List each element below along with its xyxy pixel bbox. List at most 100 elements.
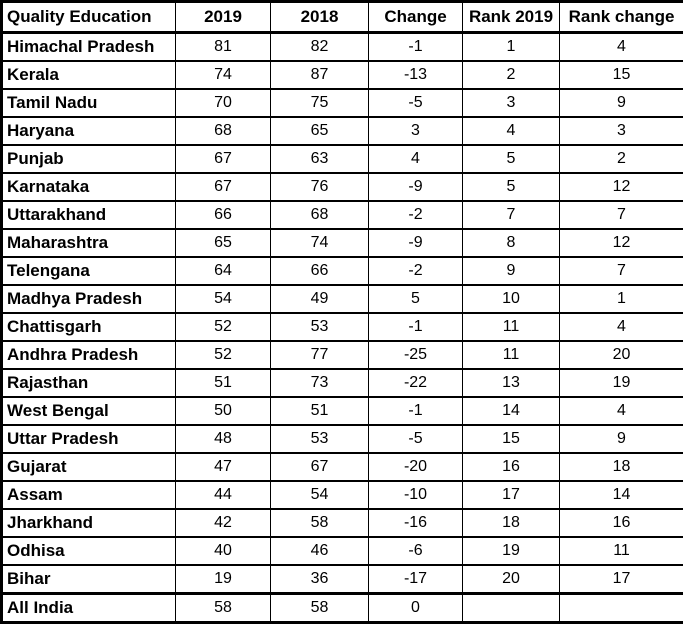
change-cell: 4 — [368, 144, 463, 174]
rank-2019-cell: 3 — [462, 88, 560, 118]
change-cell: -13 — [368, 60, 463, 90]
table-row: Madhya Pradesh 54 49 5 10 1 — [1, 284, 683, 314]
table-header: Quality Education 2019 2018 Change Rank … — [1, 0, 683, 34]
state-name-cell: Bihar — [1, 564, 176, 595]
state-name-cell: Tamil Nadu — [1, 88, 176, 118]
rank-change-cell: 3 — [559, 116, 683, 146]
change-cell: -5 — [368, 424, 463, 454]
rank-change-cell: 16 — [559, 508, 683, 538]
rank-change-cell: 9 — [559, 424, 683, 454]
table-row: Punjab 67 63 4 5 2 — [1, 144, 683, 174]
rank-change-cell — [559, 592, 683, 624]
state-name-cell: Uttar Pradesh — [1, 424, 176, 454]
score-2018-cell: 58 — [270, 508, 369, 538]
rank-2019-cell: 1 — [462, 31, 560, 62]
table-row: Gujarat 47 67 -20 16 18 — [1, 452, 683, 482]
rank-change-cell: 19 — [559, 368, 683, 398]
score-2018-cell: 36 — [270, 564, 369, 595]
change-cell: -1 — [368, 31, 463, 62]
score-2019-cell: 40 — [175, 536, 271, 566]
rank-2019-cell: 17 — [462, 480, 560, 510]
column-header-rank-2019: Rank 2019 — [462, 0, 560, 34]
score-2019-cell: 64 — [175, 256, 271, 286]
rank-2019-cell: 13 — [462, 368, 560, 398]
score-2018-cell: 66 — [270, 256, 369, 286]
rank-2019-cell: 7 — [462, 200, 560, 230]
table-row: Maharashtra 65 74 -9 8 12 — [1, 228, 683, 258]
rank-change-cell: 17 — [559, 564, 683, 595]
change-cell: -17 — [368, 564, 463, 595]
score-2018-cell: 54 — [270, 480, 369, 510]
table-row: Chattisgarh 52 53 -1 11 4 — [1, 312, 683, 342]
table-row: West Bengal 50 51 -1 14 4 — [1, 396, 683, 426]
change-cell: -9 — [368, 228, 463, 258]
state-name-cell: Kerala — [1, 60, 176, 90]
change-cell: -6 — [368, 536, 463, 566]
change-cell: -2 — [368, 256, 463, 286]
table-row: Bihar 19 36 -17 20 17 — [1, 564, 683, 595]
rank-change-cell: 4 — [559, 312, 683, 342]
table-row: All India 58 58 0 — [1, 592, 683, 624]
score-2019-cell: 19 — [175, 564, 271, 595]
rank-2019-cell: 14 — [462, 396, 560, 426]
rank-2019-cell: 18 — [462, 508, 560, 538]
table-row: Assam 44 54 -10 17 14 — [1, 480, 683, 510]
rank-change-cell: 4 — [559, 396, 683, 426]
score-2019-cell: 58 — [175, 592, 271, 624]
score-2019-cell: 51 — [175, 368, 271, 398]
change-cell: -10 — [368, 480, 463, 510]
change-cell: 0 — [368, 592, 463, 624]
rank-2019-cell: 9 — [462, 256, 560, 286]
change-cell: -1 — [368, 396, 463, 426]
rank-change-cell: 4 — [559, 31, 683, 62]
table-row: Karnataka 67 76 -9 5 12 — [1, 172, 683, 202]
table-row: Kerala 74 87 -13 2 15 — [1, 60, 683, 90]
score-2019-cell: 67 — [175, 144, 271, 174]
score-2019-cell: 42 — [175, 508, 271, 538]
rank-2019-cell: 5 — [462, 144, 560, 174]
score-2018-cell: 68 — [270, 200, 369, 230]
rank-2019-cell — [462, 592, 560, 624]
rank-change-cell: 12 — [559, 228, 683, 258]
score-2019-cell: 65 — [175, 228, 271, 258]
table-row: Odhisa 40 46 -6 19 11 — [1, 536, 683, 566]
score-2019-cell: 54 — [175, 284, 271, 314]
score-2019-cell: 50 — [175, 396, 271, 426]
change-cell: -9 — [368, 172, 463, 202]
state-name-cell: Telengana — [1, 256, 176, 286]
rank-2019-cell: 5 — [462, 172, 560, 202]
change-cell: -1 — [368, 312, 463, 342]
score-2019-cell: 70 — [175, 88, 271, 118]
header-row: Quality Education 2019 2018 Change Rank … — [1, 0, 683, 34]
change-cell: -2 — [368, 200, 463, 230]
table-row: Himachal Pradesh 81 82 -1 1 4 — [1, 31, 683, 62]
table-row: Rajasthan 51 73 -22 13 19 — [1, 368, 683, 398]
state-name-cell: Rajasthan — [1, 368, 176, 398]
score-2019-cell: 47 — [175, 452, 271, 482]
score-2018-cell: 82 — [270, 31, 369, 62]
score-2018-cell: 53 — [270, 424, 369, 454]
state-name-cell: Assam — [1, 480, 176, 510]
change-cell: -22 — [368, 368, 463, 398]
column-header-2019: 2019 — [175, 0, 271, 34]
table-body: Himachal Pradesh 81 82 -1 1 4 Kerala 74 … — [1, 31, 683, 624]
change-cell: -20 — [368, 452, 463, 482]
change-cell: 5 — [368, 284, 463, 314]
state-name-cell: Madhya Pradesh — [1, 284, 176, 314]
score-2018-cell: 87 — [270, 60, 369, 90]
change-cell: -5 — [368, 88, 463, 118]
score-2018-cell: 53 — [270, 312, 369, 342]
score-2019-cell: 74 — [175, 60, 271, 90]
rank-change-cell: 7 — [559, 200, 683, 230]
score-2018-cell: 63 — [270, 144, 369, 174]
score-2018-cell: 74 — [270, 228, 369, 258]
score-2018-cell: 73 — [270, 368, 369, 398]
column-header-2018: 2018 — [270, 0, 369, 34]
state-name-cell: Andhra Pradesh — [1, 340, 176, 370]
state-name-cell: Odhisa — [1, 536, 176, 566]
rank-2019-cell: 20 — [462, 564, 560, 595]
score-2018-cell: 46 — [270, 536, 369, 566]
state-name-cell: All India — [1, 592, 176, 624]
change-cell: -16 — [368, 508, 463, 538]
column-header-rank-change: Rank change — [559, 0, 683, 34]
